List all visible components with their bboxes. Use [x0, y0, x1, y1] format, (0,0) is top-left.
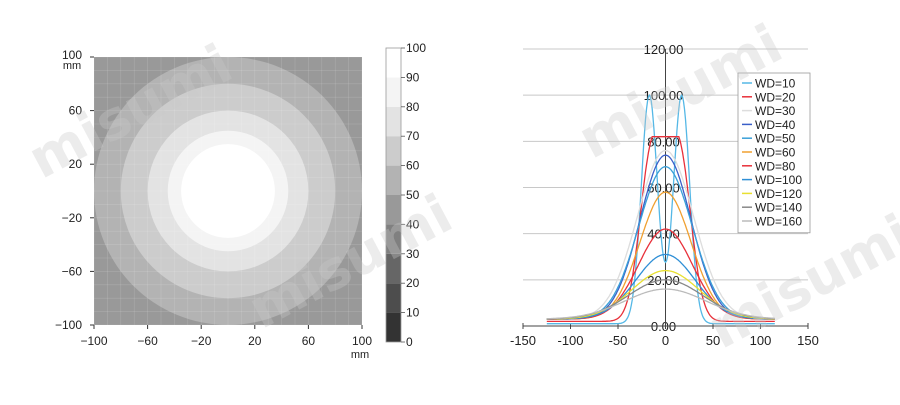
colorbar-tick-label: 40: [406, 217, 420, 231]
y-tick-label: 120.00: [644, 42, 684, 57]
heatmap-ring: [181, 144, 275, 238]
y-tick-label: 100: [62, 48, 82, 62]
x-unit-label: mm: [351, 349, 369, 361]
x-tick-label: 50: [706, 333, 720, 348]
heatmap-rings: [94, 57, 362, 325]
x-tick-label: 100: [750, 333, 772, 348]
x-tick-label: −60: [137, 334, 158, 348]
y-unit-label: mm: [63, 60, 81, 72]
series-line: [546, 253, 775, 320]
colorbar-segment: [386, 106, 401, 137]
y-tick-label: 60.00: [647, 181, 680, 196]
legend-label: WD=120: [755, 187, 802, 201]
legend-label: WD=50: [755, 132, 796, 146]
colorbar-tick-label: 70: [406, 129, 420, 143]
colorbar-tick-label: 100: [406, 41, 426, 55]
y-tick-label: 100.00: [644, 88, 684, 103]
legend-label: WD=40: [755, 118, 796, 132]
colorbar-tick-label: 30: [406, 247, 420, 261]
legend-label: WD=20: [755, 90, 796, 104]
x-tick-label: −20: [191, 334, 212, 348]
legend-label: WD=10: [755, 77, 796, 91]
legend-label: WD=160: [755, 215, 802, 229]
y-tick-label: 60: [69, 104, 83, 118]
colorbar-segment: [386, 165, 401, 195]
x-tick-label: -50: [609, 333, 628, 348]
x-tick-label: 60: [302, 334, 316, 348]
colorbar-tick-label: 80: [406, 100, 420, 114]
series-line: [546, 288, 775, 320]
legend-label: WD=30: [755, 104, 796, 118]
colorbar-tick-label: 0: [406, 335, 413, 349]
legend-label: WD=100: [755, 173, 802, 187]
x-tick-label: 150: [797, 333, 819, 348]
y-tick-label: 40.00: [647, 227, 680, 242]
y-tick-label: −60: [62, 264, 83, 278]
series-line: [546, 136, 775, 323]
colorbar-segment: [386, 195, 401, 225]
series-line: [546, 269, 775, 320]
colorbar-tick-label: 90: [406, 70, 420, 84]
colorbar-segment: [386, 48, 401, 78]
colorbar-segment: [386, 283, 401, 313]
colorbar-segment: [386, 77, 401, 107]
x-tick-label: -100: [557, 333, 583, 348]
x-tick-label: 20: [248, 334, 262, 348]
series-line: [546, 93, 775, 325]
colorbar-segment: [386, 312, 401, 342]
legend-label: WD=80: [755, 159, 796, 173]
x-tick-label: 100: [352, 334, 372, 348]
y-tick-label: −100: [55, 318, 82, 332]
x-tick-label: -150: [510, 333, 536, 348]
heatmap-grid: [93, 56, 363, 326]
colorbar-tick-label: 20: [406, 276, 420, 290]
y-tick-label: 20: [69, 157, 83, 171]
colorbar-tick-label: 50: [406, 188, 420, 202]
colorbar-segment: [386, 224, 401, 254]
x-tick-label: −100: [80, 334, 107, 348]
legend-label: WD=140: [755, 201, 802, 215]
colorbar-segment: [386, 136, 401, 166]
legend-box: [737, 72, 811, 234]
y-tick-label: −20: [62, 211, 83, 225]
x-tick-label: 0: [662, 333, 669, 348]
colorbar-tick-label: 60: [406, 159, 420, 173]
legend: WD=10WD=20WD=30WD=40WD=50WD=60WD=80WD=10…: [737, 72, 811, 234]
legend-label: WD=60: [755, 146, 796, 160]
line-chart: 0.0020.0040.0060.0080.00100.00120.00-150…: [510, 42, 819, 348]
colorbar-segment: [386, 253, 401, 284]
colorbar-tick-label: 10: [406, 306, 420, 320]
